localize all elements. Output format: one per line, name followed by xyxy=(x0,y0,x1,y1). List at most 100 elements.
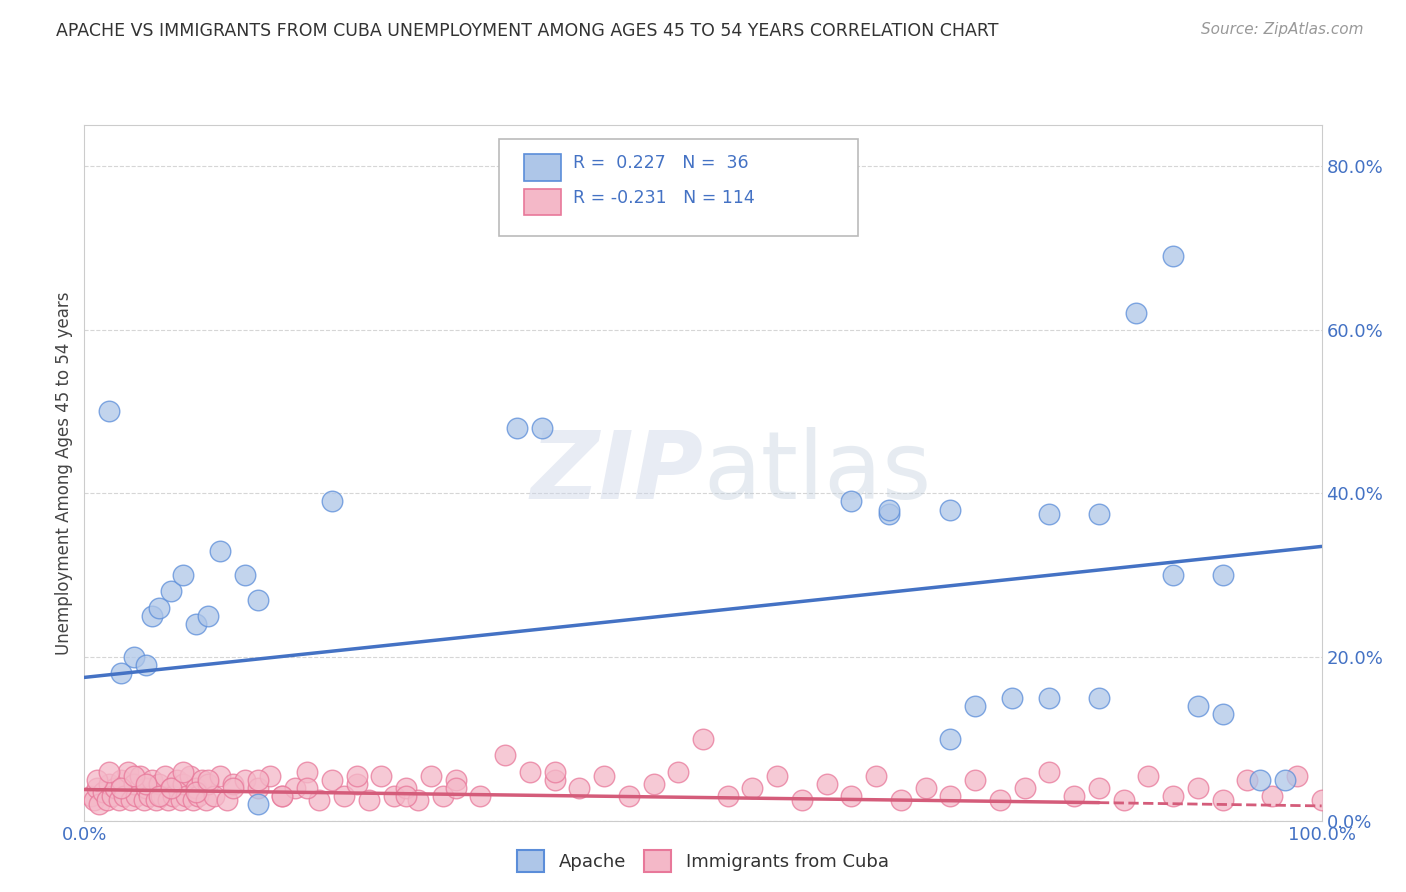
Point xyxy=(215,793,238,807)
Point xyxy=(1112,793,1135,807)
Point xyxy=(346,769,368,783)
Point xyxy=(1212,568,1234,582)
Point xyxy=(865,769,887,783)
Point xyxy=(408,793,430,807)
Point xyxy=(395,789,418,803)
Point xyxy=(110,666,132,681)
Point xyxy=(145,793,167,807)
Point xyxy=(914,780,936,795)
Point xyxy=(187,789,209,803)
Point xyxy=(259,769,281,783)
Point xyxy=(666,764,689,779)
Point xyxy=(1038,507,1060,521)
Point xyxy=(104,780,127,795)
Point xyxy=(877,507,900,521)
Point xyxy=(444,772,467,787)
Point xyxy=(86,780,108,795)
Point xyxy=(271,789,294,803)
Point xyxy=(346,777,368,791)
Point xyxy=(939,731,962,746)
Point xyxy=(246,797,269,812)
Point xyxy=(494,748,516,763)
Point xyxy=(1038,764,1060,779)
Point xyxy=(125,789,148,803)
Y-axis label: Unemployment Among Ages 45 to 54 years: Unemployment Among Ages 45 to 54 years xyxy=(55,291,73,655)
Point xyxy=(172,777,194,791)
Point xyxy=(141,609,163,624)
Point xyxy=(148,600,170,615)
Point xyxy=(160,780,183,795)
Point xyxy=(135,658,157,673)
FancyBboxPatch shape xyxy=(523,154,561,180)
Point xyxy=(841,789,863,803)
Point xyxy=(1236,772,1258,787)
Point xyxy=(444,780,467,795)
Point xyxy=(617,789,640,803)
Point xyxy=(568,780,591,795)
Point xyxy=(395,780,418,795)
Point xyxy=(1088,507,1111,521)
Point xyxy=(202,789,225,803)
Point xyxy=(197,777,219,791)
Point xyxy=(179,769,201,783)
Point xyxy=(246,772,269,787)
Point xyxy=(246,592,269,607)
Point xyxy=(965,772,987,787)
Point xyxy=(135,780,157,795)
Point xyxy=(96,793,118,807)
Point xyxy=(1088,690,1111,705)
Point xyxy=(89,797,111,812)
Point xyxy=(98,404,121,418)
Point xyxy=(129,769,152,783)
Point xyxy=(197,772,219,787)
Point xyxy=(246,780,269,795)
Point xyxy=(543,772,565,787)
Legend: Apache, Immigrants from Cuba: Apache, Immigrants from Cuba xyxy=(508,841,898,881)
Point xyxy=(166,772,188,787)
Point xyxy=(132,793,155,807)
Point xyxy=(1161,568,1184,582)
Point xyxy=(1310,793,1333,807)
Point xyxy=(148,789,170,803)
Point xyxy=(160,584,183,599)
Point xyxy=(519,764,541,779)
Point xyxy=(1161,789,1184,803)
Point xyxy=(939,502,962,516)
Text: APACHE VS IMMIGRANTS FROM CUBA UNEMPLOYMENT AMONG AGES 45 TO 54 YEARS CORRELATIO: APACHE VS IMMIGRANTS FROM CUBA UNEMPLOYM… xyxy=(56,22,998,40)
Point xyxy=(138,789,160,803)
Point xyxy=(91,785,114,799)
Point xyxy=(184,785,207,799)
Point xyxy=(321,494,343,508)
Point xyxy=(284,780,307,795)
Point xyxy=(141,772,163,787)
Point xyxy=(470,789,492,803)
Point xyxy=(233,568,256,582)
Point xyxy=(432,789,454,803)
Point xyxy=(172,568,194,582)
Point xyxy=(370,769,392,783)
Point xyxy=(135,777,157,791)
Point xyxy=(1187,780,1209,795)
Point xyxy=(790,793,813,807)
Point xyxy=(181,793,204,807)
Point xyxy=(110,780,132,795)
Text: R = -0.231   N = 114: R = -0.231 N = 114 xyxy=(574,189,755,207)
Text: R =  0.227   N =  36: R = 0.227 N = 36 xyxy=(574,154,749,172)
Point xyxy=(593,769,616,783)
Point xyxy=(117,764,139,779)
Point xyxy=(1125,306,1147,320)
Point xyxy=(122,777,145,791)
Point xyxy=(222,780,245,795)
Point xyxy=(308,793,330,807)
Point xyxy=(321,772,343,787)
Point xyxy=(150,789,173,803)
Point xyxy=(157,793,180,807)
FancyBboxPatch shape xyxy=(523,189,561,215)
Point xyxy=(122,649,145,664)
Point xyxy=(506,421,529,435)
Point xyxy=(184,617,207,632)
Point xyxy=(79,789,101,803)
Point xyxy=(184,780,207,795)
Point xyxy=(112,789,135,803)
Point xyxy=(1014,780,1036,795)
